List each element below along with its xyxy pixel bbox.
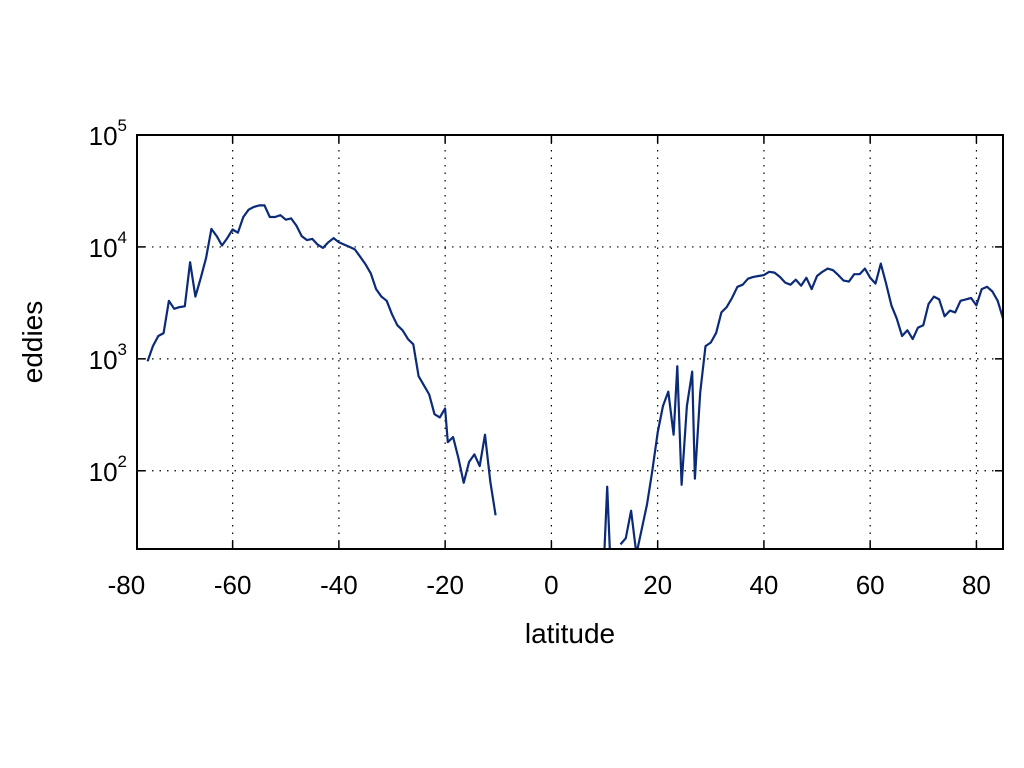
x-tick-label: -20 <box>426 570 464 600</box>
y-tick-label: 105 <box>89 116 127 151</box>
y-axis-label: eddies <box>17 301 48 384</box>
series-line-segment-1 <box>603 485 611 549</box>
x-axis-label: latitude <box>525 618 615 649</box>
y-tick-base: 10 <box>89 121 118 151</box>
y-tick-exponent: 4 <box>118 228 127 247</box>
grid <box>137 135 1003 549</box>
x-tick-label: 80 <box>962 570 991 600</box>
ticks <box>137 134 1003 549</box>
plot-frame <box>136 134 1004 550</box>
x-tick-label: -80 <box>108 570 146 600</box>
y-tick-label: 102 <box>89 452 127 487</box>
y-tick-exponent: 2 <box>118 452 127 471</box>
series-line-segment-2 <box>619 262 1003 549</box>
x-tick-label: 20 <box>643 570 672 600</box>
y-tick-exponent: 3 <box>118 340 127 359</box>
x-tick-label: -40 <box>320 570 358 600</box>
x-tick-label: -60 <box>214 570 252 600</box>
y-tick-base: 10 <box>89 345 118 375</box>
x-tick-label: 60 <box>856 570 885 600</box>
y-tick-label: 104 <box>89 228 127 263</box>
y-tick-base: 10 <box>89 457 118 487</box>
y-tick-base: 10 <box>89 233 118 263</box>
x-tick-label: 40 <box>749 570 778 600</box>
x-tick-label: 0 <box>544 570 558 600</box>
y-tick-exponent: 5 <box>118 116 127 135</box>
x-tick-labels: -80 -60 -40 -20 0 20 40 60 80 <box>108 570 991 600</box>
series-line-segment-0 <box>146 204 497 516</box>
series-layer <box>146 204 1003 549</box>
y-tick-label: 103 <box>89 340 127 375</box>
